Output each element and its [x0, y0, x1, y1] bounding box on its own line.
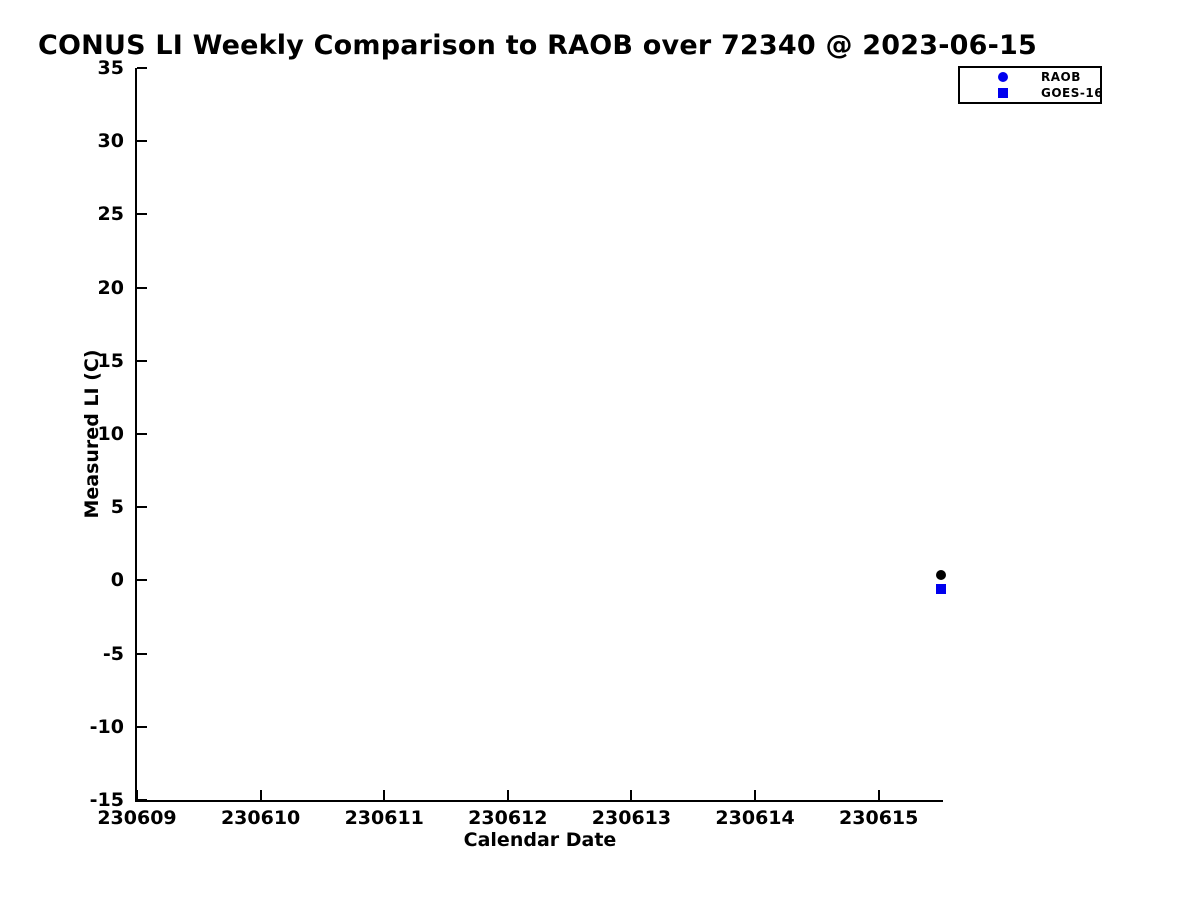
y-tick-mark — [137, 213, 147, 216]
y-tick-mark — [137, 725, 147, 728]
y-tick-label: -5 — [102, 642, 124, 665]
y-tick-label: -10 — [89, 715, 124, 738]
x-tick-mark — [383, 790, 386, 800]
y-tick-mark — [137, 140, 147, 143]
y-tick-label: 10 — [97, 423, 124, 445]
y-tick-mark — [137, 579, 147, 582]
legend-item-raob: RAOB — [960, 69, 1100, 85]
y-tick-label: -15 — [89, 789, 124, 811]
legend-label: GOES-16 — [1041, 86, 1104, 100]
y-tick-mark — [137, 433, 147, 435]
x-tick-label: 230610 — [220, 807, 301, 829]
x-tick-mark — [506, 790, 509, 800]
y-tick-label: 30 — [97, 130, 124, 153]
y-tick-label: 35 — [97, 57, 124, 79]
y-tick-label: 20 — [97, 276, 124, 299]
y-tick-label: 0 — [110, 569, 124, 592]
data-point-goes-16 — [935, 584, 946, 595]
x-tick-mark — [754, 790, 757, 800]
y-tick-mark — [137, 67, 147, 69]
data-point-raob — [935, 569, 946, 580]
y-tick-mark — [137, 506, 147, 509]
y-tick-label: 5 — [110, 496, 124, 519]
x-tick-mark — [259, 790, 262, 800]
x-tick-label: 230613 — [591, 807, 672, 829]
legend: RAOB GOES-16 — [958, 66, 1104, 104]
x-tick-mark — [136, 790, 138, 800]
y-tick-label: 25 — [97, 203, 124, 226]
x-tick-label: 230609 — [97, 807, 177, 829]
plot-area — [135, 68, 943, 802]
circle-marker-icon — [998, 72, 1008, 82]
chart-title: CONUS LI Weekly Comparison to RAOB over … — [38, 30, 1037, 61]
x-tick-label: 230615 — [839, 807, 919, 829]
y-tick-label: 15 — [97, 349, 124, 372]
y-tick-mark — [137, 359, 147, 362]
x-tick-mark — [877, 790, 880, 800]
x-axis-label: Calendar Date — [463, 829, 617, 851]
x-tick-label: 230614 — [715, 807, 795, 829]
square-marker-icon — [998, 88, 1008, 98]
x-tick-mark — [630, 790, 633, 800]
x-tick-label: 230612 — [468, 807, 548, 829]
y-tick-mark — [137, 652, 147, 655]
legend-label: RAOB — [1041, 70, 1081, 84]
y-tick-mark — [137, 799, 147, 801]
y-tick-mark — [137, 286, 147, 289]
x-tick-label: 230611 — [344, 807, 424, 829]
legend-item-goes-16: GOES-16 — [960, 85, 1104, 101]
